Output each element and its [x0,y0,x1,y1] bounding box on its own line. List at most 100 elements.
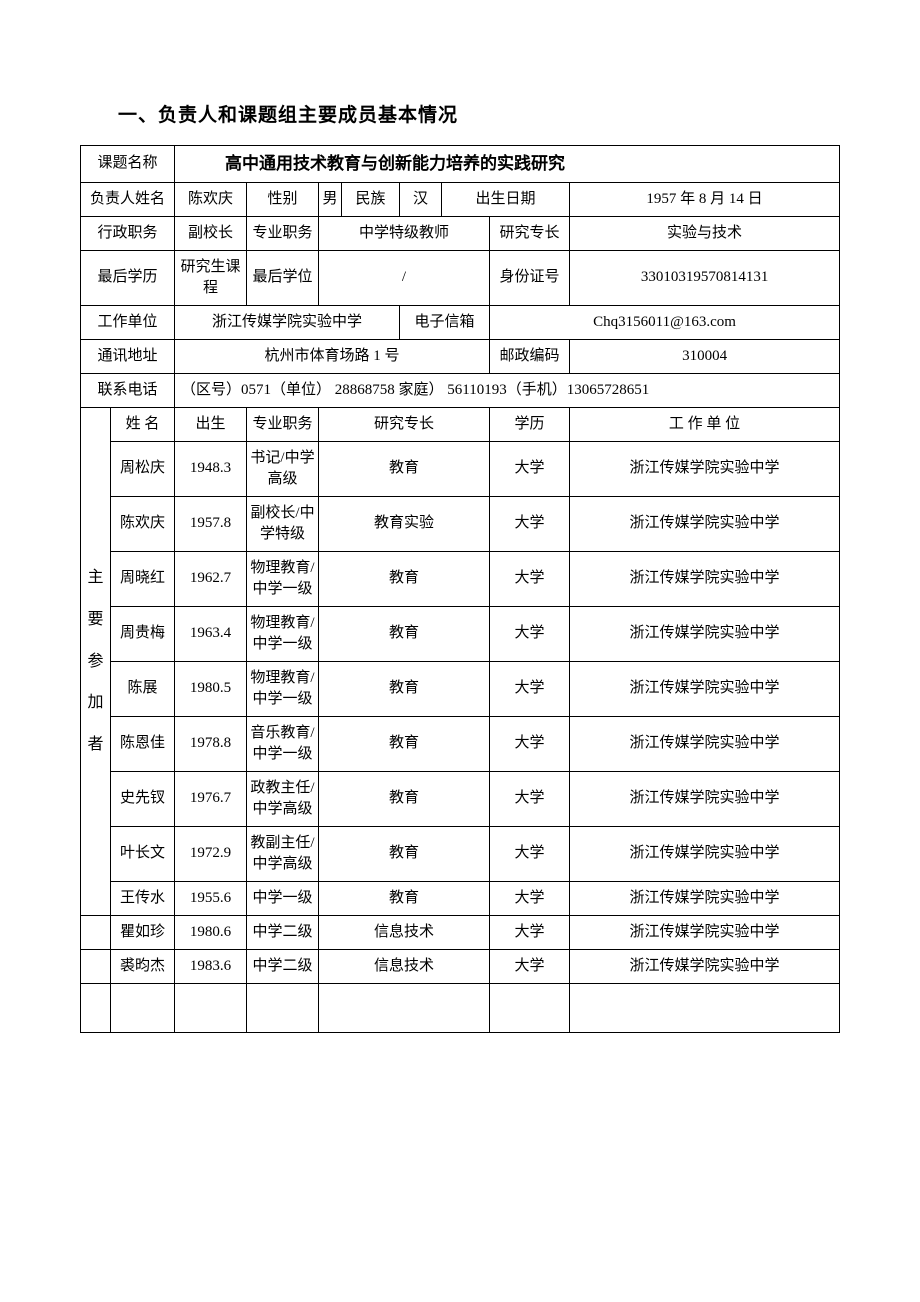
member-field: 教育 [319,551,490,606]
member-edu: 大学 [490,826,570,881]
empty-cell [81,915,111,949]
empty-row [81,983,840,1032]
col-birth: 出生 [175,407,247,441]
member-field: 教育 [319,771,490,826]
value-leader-name: 陈欢庆 [175,182,247,216]
member-row: 史先钗 1976.7 政教主任/中学高级 教育 大学 浙江传媒学院实验中学 [81,771,840,826]
row-topic: 课题名称 高中通用技术教育与创新能力培养的实践研究 [81,146,840,183]
member-pro: 中学二级 [247,949,319,983]
label-address: 通讯地址 [81,339,175,373]
value-research-field: 实验与技术 [570,216,840,250]
member-edu: 大学 [490,606,570,661]
row-work-unit: 工作单位 浙江传媒学院实验中学 电子信箱 Chq3156011@163.com [81,305,840,339]
member-field: 信息技术 [319,915,490,949]
member-row: 裘昀杰 1983.6 中学二级 信息技术 大学 浙江传媒学院实验中学 [81,949,840,983]
member-birth: 1948.3 [175,441,247,496]
member-pro: 中学一级 [247,881,319,915]
member-unit: 浙江传媒学院实验中学 [570,551,840,606]
member-birth: 1980.6 [175,915,247,949]
member-pro: 政教主任/中学高级 [247,771,319,826]
empty-cell [81,983,111,1032]
label-birth-date: 出生日期 [442,182,570,216]
value-id-no: 33010319570814131 [570,250,840,305]
member-name: 王传水 [111,881,175,915]
member-field: 信息技术 [319,949,490,983]
value-education: 研究生课程 [175,250,247,305]
row-address: 通讯地址 杭州市体育场路 1 号 邮政编码 310004 [81,339,840,373]
member-field: 教育实验 [319,496,490,551]
label-pro-post: 专业职务 [247,216,319,250]
col-pro: 专业职务 [247,407,319,441]
member-birth: 1963.4 [175,606,247,661]
member-unit: 浙江传媒学院实验中学 [570,771,840,826]
member-unit: 浙江传媒学院实验中学 [570,441,840,496]
value-gender: 男 [319,182,342,216]
label-id-no: 身份证号 [490,250,570,305]
label-participants: 主要参加者 [81,407,111,915]
member-unit: 浙江传媒学院实验中学 [570,881,840,915]
label-research-field: 研究专长 [490,216,570,250]
col-edu: 学历 [490,407,570,441]
member-birth: 1955.6 [175,881,247,915]
empty-cell [247,983,319,1032]
col-field: 研究专长 [319,407,490,441]
value-birth-date: 1957 年 8 月 14 日 [570,182,840,216]
label-gender: 性别 [247,182,319,216]
member-field: 教育 [319,826,490,881]
member-edu: 大学 [490,771,570,826]
value-email: Chq3156011@163.com [490,305,840,339]
empty-cell [111,983,175,1032]
member-pro: 副校长/中学特级 [247,496,319,551]
member-birth: 1957.8 [175,496,247,551]
member-birth: 1980.5 [175,661,247,716]
member-edu: 大学 [490,661,570,716]
member-edu: 大学 [490,441,570,496]
member-row: 王传水 1955.6 中学一级 教育 大学 浙江传媒学院实验中学 [81,881,840,915]
member-pro: 音乐教育/中学一级 [247,716,319,771]
section-title: 一、负责人和课题组主要成员基本情况 [118,100,840,127]
label-email: 电子信箱 [400,305,490,339]
empty-cell [570,983,840,1032]
member-unit: 浙江传媒学院实验中学 [570,949,840,983]
member-edu: 大学 [490,716,570,771]
member-row: 瞿如珍 1980.6 中学二级 信息技术 大学 浙江传媒学院实验中学 [81,915,840,949]
member-name: 周松庆 [111,441,175,496]
member-row: 陈欢庆 1957.8 副校长/中学特级 教育实验 大学 浙江传媒学院实验中学 [81,496,840,551]
member-pro: 物理教育/中学一级 [247,606,319,661]
label-education: 最后学历 [81,250,175,305]
value-address: 杭州市体育场路 1 号 [175,339,490,373]
member-name: 周晓红 [111,551,175,606]
value-degree: / [319,250,490,305]
member-name: 裘昀杰 [111,949,175,983]
member-row: 叶长文 1972.9 教副主任/中学高级 教育 大学 浙江传媒学院实验中学 [81,826,840,881]
member-unit: 浙江传媒学院实验中学 [570,496,840,551]
row-admin: 行政职务 副校长 专业职务 中学特级教师 研究专长 实验与技术 [81,216,840,250]
label-postcode: 邮政编码 [490,339,570,373]
row-member-header: 主要参加者 姓 名 出生 专业职务 研究专长 学历 工 作 单 位 [81,407,840,441]
member-row: 陈展 1980.5 物理教育/中学一级 教育 大学 浙江传媒学院实验中学 [81,661,840,716]
value-topic: 高中通用技术教育与创新能力培养的实践研究 [175,146,840,183]
label-phone: 联系电话 [81,373,175,407]
member-edu: 大学 [490,949,570,983]
col-unit: 工 作 单 位 [570,407,840,441]
member-birth: 1978.8 [175,716,247,771]
empty-cell [319,983,490,1032]
form-table: 课题名称 高中通用技术教育与创新能力培养的实践研究 负责人姓名 陈欢庆 性别 男… [80,145,840,1033]
member-birth: 1976.7 [175,771,247,826]
member-name: 史先钗 [111,771,175,826]
member-pro: 中学二级 [247,915,319,949]
member-name: 陈恩佳 [111,716,175,771]
label-topic-name: 课题名称 [81,146,175,183]
member-field: 教育 [319,716,490,771]
label-work-unit: 工作单位 [81,305,175,339]
member-edu: 大学 [490,496,570,551]
col-name: 姓 名 [111,407,175,441]
label-leader-name: 负责人姓名 [81,182,175,216]
member-pro: 物理教育/中学一级 [247,551,319,606]
member-birth: 1983.6 [175,949,247,983]
member-field: 教育 [319,441,490,496]
value-phone: （区号）0571（单位） 28868758 家庭） 56110193（手机）13… [175,373,840,407]
member-row: 周贵梅 1963.4 物理教育/中学一级 教育 大学 浙江传媒学院实验中学 [81,606,840,661]
value-ethnicity: 汉 [400,182,442,216]
value-pro-post: 中学特级教师 [319,216,490,250]
